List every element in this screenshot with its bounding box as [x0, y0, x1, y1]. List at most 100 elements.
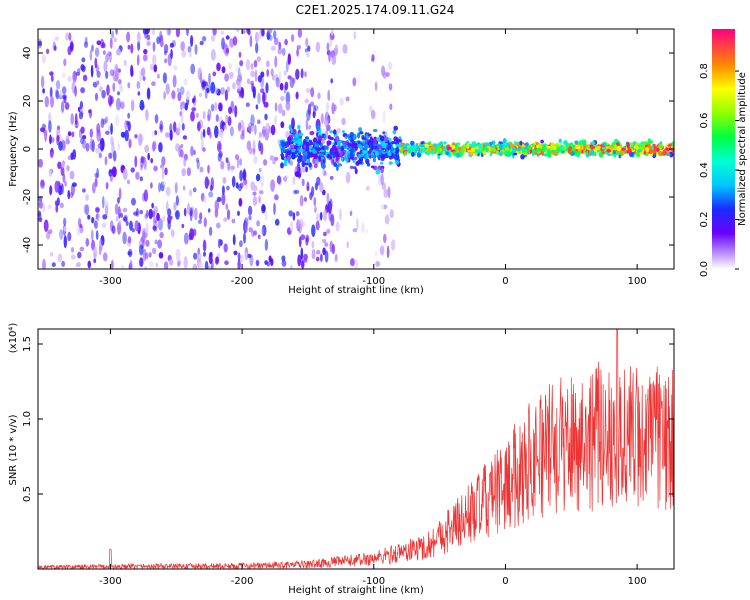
heatmap-y-ticks: -40 -20 0 20 40 [22, 47, 674, 253]
heatmap-cell [43, 129, 48, 138]
heatmap-cell [301, 161, 306, 168]
heatmap-cell [49, 134, 52, 145]
heatmap-cell [455, 151, 461, 158]
heatmap-cell [163, 50, 167, 56]
heatmap-cell [215, 114, 219, 122]
heatmap-cell [186, 167, 191, 177]
heatmap-cell [349, 210, 353, 217]
heatmap-cell [96, 70, 101, 78]
heatmap-cell [504, 147, 510, 151]
heatmap-cell [382, 110, 386, 124]
heatmap-cell [42, 203, 46, 213]
heatmap-cell [95, 206, 100, 213]
heatmap-cell [196, 251, 202, 262]
heatmap-cell [244, 220, 249, 233]
heatmap-cell [351, 146, 355, 153]
heatmap-cell [339, 151, 344, 156]
heatmap-cell [281, 260, 287, 267]
heatmap-cell [395, 152, 398, 158]
heatmap-cell [239, 240, 243, 248]
heatmap-cell [232, 36, 238, 46]
heatmap-cell [277, 175, 283, 186]
heatmap-cell [159, 124, 163, 131]
heatmap-cell [105, 70, 109, 79]
heatmap-cell [57, 161, 62, 170]
heatmap-cell [411, 151, 415, 158]
heatmap-cell [157, 73, 160, 79]
heatmap-cell [159, 231, 164, 239]
heatmap-cell [307, 158, 311, 164]
heatmap-cell [127, 251, 132, 256]
heatmap-cell [67, 76, 72, 82]
heatmap-cell [460, 146, 465, 153]
heatmap-cell [260, 142, 264, 155]
heatmap-cell [439, 151, 444, 155]
heatmap-cell [389, 103, 393, 111]
heatmap-cell [294, 171, 300, 178]
heatmap-cell [383, 144, 387, 149]
heatmap-cell [201, 36, 207, 42]
heatmap-cell [278, 41, 282, 50]
heatmap-cell [87, 260, 92, 269]
heatmap-cell [235, 29, 240, 33]
heatmap-cell [285, 91, 291, 105]
heatmap-cell [67, 131, 72, 137]
heatmap-cell [38, 196, 43, 203]
heatmap-cell [523, 151, 528, 156]
heatmap-cell [305, 37, 309, 47]
heatmap-cell [312, 148, 316, 154]
heatmap-cell [365, 153, 369, 159]
heatmap-cell [300, 68, 304, 79]
heatmap-cell [634, 142, 640, 147]
heatmap-cell [127, 82, 131, 89]
heatmap-cell [305, 166, 308, 173]
heatmap-cell [98, 152, 102, 159]
heatmap-cell [324, 115, 330, 128]
heatmap-cell [42, 88, 45, 94]
heatmap-cell [386, 245, 390, 259]
heatmap-cell [396, 146, 399, 153]
heatmap-cell [346, 241, 350, 249]
heatmap-cell [284, 38, 288, 46]
heatmap-cell [329, 149, 333, 155]
heatmap-cell [169, 215, 173, 220]
heatmap-cell [136, 31, 141, 43]
heatmap-cell [198, 261, 204, 269]
heatmap-cell [145, 109, 149, 121]
heatmap-cell [165, 132, 170, 138]
heatmap-cell [254, 69, 258, 82]
heatmap-cell [63, 226, 67, 232]
heatmap-cell [284, 81, 289, 91]
heatmap-cell [53, 45, 57, 51]
heatmap-cell [56, 125, 61, 131]
heatmap-cell [326, 228, 331, 234]
heatmap-cell [152, 141, 156, 152]
heatmap-cell [336, 164, 339, 172]
colorbar-ticks: 0.0 0.2 0.4 0.6 0.8 [699, 63, 739, 277]
heatmap-cell [357, 154, 363, 158]
heatmap-cell [656, 148, 660, 152]
heatmap-cell [367, 150, 372, 155]
heatmap-cell [372, 129, 378, 132]
heatmap-cell [38, 212, 42, 221]
heatmap-cell [281, 255, 286, 262]
heatmap-cell [180, 41, 185, 52]
heatmap-cell [303, 154, 307, 162]
heatmap-cell [122, 207, 128, 213]
heatmap-cell [135, 171, 140, 180]
heatmap-cell [311, 240, 315, 249]
heatmap-cell [396, 139, 402, 143]
heatmap-cell [108, 169, 113, 177]
heatmap-cell [321, 128, 326, 136]
heatmap-cell [115, 29, 118, 35]
heatmap-cell [372, 157, 376, 163]
heatmap-cell [194, 207, 198, 221]
heatmap-cell [224, 73, 230, 82]
heatmap-cell [45, 221, 48, 232]
heatmap-cell [554, 143, 560, 148]
x-tick-label: 100 [628, 576, 647, 587]
heatmap-cell [352, 228, 358, 233]
heatmap-cell [191, 107, 197, 112]
heatmap-cell [55, 80, 61, 90]
heatmap-cell [188, 232, 192, 241]
